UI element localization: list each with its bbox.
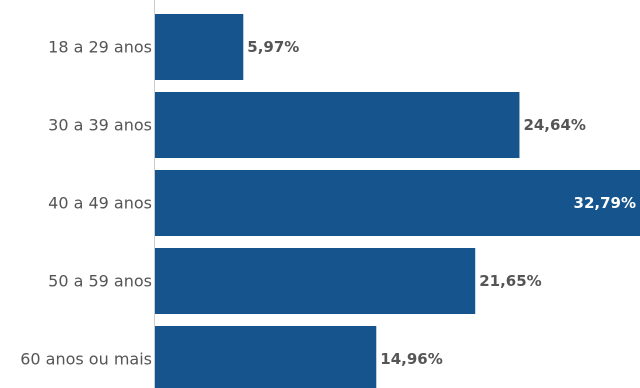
category-labels-group: 18 a 29 anos 30 a 39 anos 40 a 49 anos 50 a… (20, 38, 152, 369)
value-label-0: 5,97% (247, 38, 299, 56)
category-label-4: 60 anos ou mais (20, 350, 152, 369)
bar-0 (155, 14, 244, 80)
value-label-1: 24,64% (523, 116, 585, 134)
bar-3 (155, 248, 476, 314)
bar-4 (155, 326, 377, 388)
category-label-2: 40 a 49 anos (48, 194, 152, 213)
bars-group (155, 14, 640, 388)
value-label-4: 14,96% (380, 350, 442, 368)
value-label-2: 32,79% (574, 194, 636, 212)
bar-1 (155, 92, 520, 158)
value-labels-group: 5,97% 24,64% 32,79% 21,65% 14,96% (247, 38, 636, 368)
value-label-3: 21,65% (479, 272, 541, 290)
category-label-1: 30 a 39 anos (48, 116, 152, 135)
category-label-0: 18 a 29 anos (48, 38, 152, 57)
category-label-3: 50 a 59 anos (48, 272, 152, 291)
bar-2 (155, 170, 640, 236)
